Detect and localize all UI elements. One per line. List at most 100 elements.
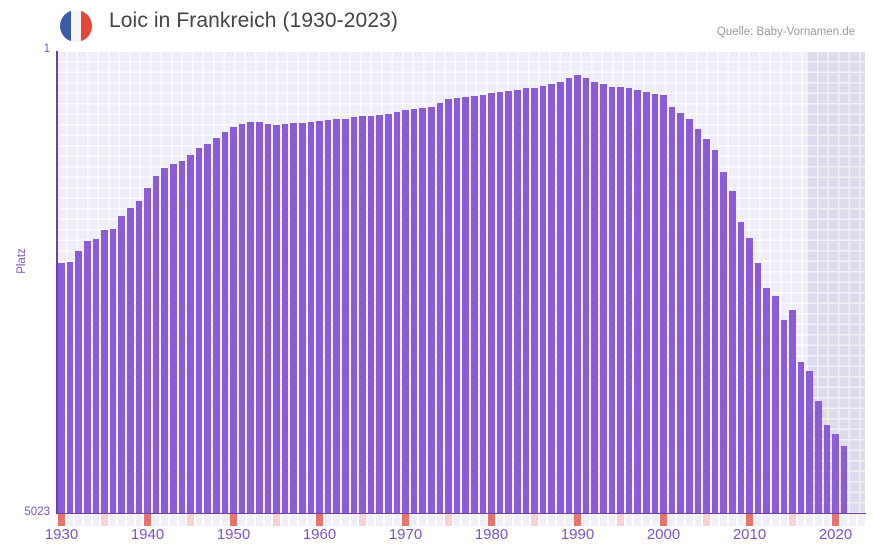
x-axis-tick	[342, 514, 349, 526]
bar	[565, 78, 573, 513]
x-axis-tick	[582, 514, 590, 526]
x-axis-tick	[238, 514, 246, 526]
bar	[135, 201, 143, 513]
bar	[428, 107, 435, 513]
x-axis-tick	[488, 514, 495, 526]
bar	[342, 119, 349, 513]
x-axis-tick	[548, 514, 555, 526]
x-axis-tick	[152, 514, 160, 526]
x-axis-tick	[720, 514, 727, 526]
x-axis-tick	[651, 514, 659, 526]
x-axis-tick	[625, 514, 633, 526]
x-axis-tick	[84, 514, 91, 526]
x-axis-tick	[144, 514, 151, 526]
bar	[333, 119, 340, 513]
x-axis-tick	[92, 514, 100, 526]
x-axis-tick	[264, 514, 272, 526]
bar	[187, 155, 194, 513]
x-axis-tick	[367, 514, 375, 526]
bar	[496, 92, 504, 513]
x-axis-tick	[213, 514, 220, 526]
x-axis-label: 1950	[216, 526, 251, 543]
x-axis-tick	[324, 514, 332, 526]
x-axis-tick	[419, 514, 426, 526]
bar	[264, 124, 272, 513]
x-axis-tick	[694, 514, 702, 526]
bar	[703, 139, 710, 513]
x-axis-tick	[763, 514, 770, 526]
bar	[660, 95, 667, 513]
bar	[152, 176, 160, 513]
bar	[75, 251, 82, 513]
x-axis-tick	[617, 514, 624, 526]
x-axis-tick	[754, 514, 762, 526]
bar	[204, 144, 211, 513]
x-axis-tick	[135, 514, 143, 526]
bar	[789, 310, 796, 513]
x-axis-tick	[58, 514, 65, 526]
x-axis-tick	[316, 514, 323, 526]
bar	[668, 107, 676, 513]
x-axis-tick	[574, 514, 581, 526]
x-axis-tick	[101, 514, 108, 526]
x-axis-label: 1990	[560, 526, 595, 543]
x-axis-tick	[359, 514, 366, 526]
bar	[402, 110, 409, 513]
bar	[694, 129, 702, 513]
bar	[539, 86, 547, 513]
x-axis-tick	[230, 514, 237, 526]
x-axis-tick	[109, 514, 117, 526]
x-axis-tick	[333, 514, 340, 526]
x-axis-tick	[496, 514, 504, 526]
x-axis-tick	[789, 514, 796, 526]
x-axis-label: 2000	[646, 526, 681, 543]
x-axis-tick	[806, 514, 813, 526]
x-axis-tick	[127, 514, 134, 526]
x-axis-tick	[436, 514, 444, 526]
bar	[522, 88, 530, 513]
x-axis-tick	[746, 514, 753, 526]
x-axis-tick	[290, 514, 297, 526]
bar	[393, 112, 401, 513]
bar	[746, 238, 753, 513]
bar	[221, 132, 229, 513]
x-axis-tick	[608, 514, 616, 526]
bar	[453, 98, 461, 513]
bar	[772, 296, 779, 513]
bar	[385, 114, 392, 513]
x-axis-tick	[677, 514, 684, 526]
x-axis-tick	[668, 514, 676, 526]
bar	[625, 88, 633, 513]
bar	[634, 90, 641, 513]
x-axis-tick	[772, 514, 779, 526]
bar	[686, 119, 693, 513]
bar	[316, 121, 323, 513]
x-axis-tick	[299, 514, 306, 526]
plot-area	[57, 52, 865, 513]
x-axis-label: 1970	[388, 526, 423, 543]
x-axis-tick	[711, 514, 719, 526]
bar	[109, 229, 117, 513]
x-axis-tick	[178, 514, 186, 526]
bar	[170, 164, 177, 513]
x-axis-tick	[428, 514, 435, 526]
bar	[281, 124, 289, 513]
bar	[118, 216, 125, 513]
x-axis-tick	[393, 514, 401, 526]
bar	[350, 117, 358, 513]
x-axis-tick	[832, 514, 839, 526]
bar	[58, 263, 65, 513]
bar	[195, 148, 203, 513]
y-axis-bottom-tick-label: 5023	[24, 506, 50, 518]
x-axis-tick	[445, 514, 452, 526]
bar	[359, 116, 366, 513]
bar	[720, 172, 727, 513]
x-axis-tick	[453, 514, 461, 526]
bar	[643, 92, 650, 513]
bar	[479, 95, 487, 513]
bar	[729, 191, 736, 513]
x-axis-tick	[195, 514, 203, 526]
y-axis-top-tick-label: 1	[43, 43, 50, 55]
bar	[505, 91, 512, 513]
bar	[84, 241, 91, 513]
